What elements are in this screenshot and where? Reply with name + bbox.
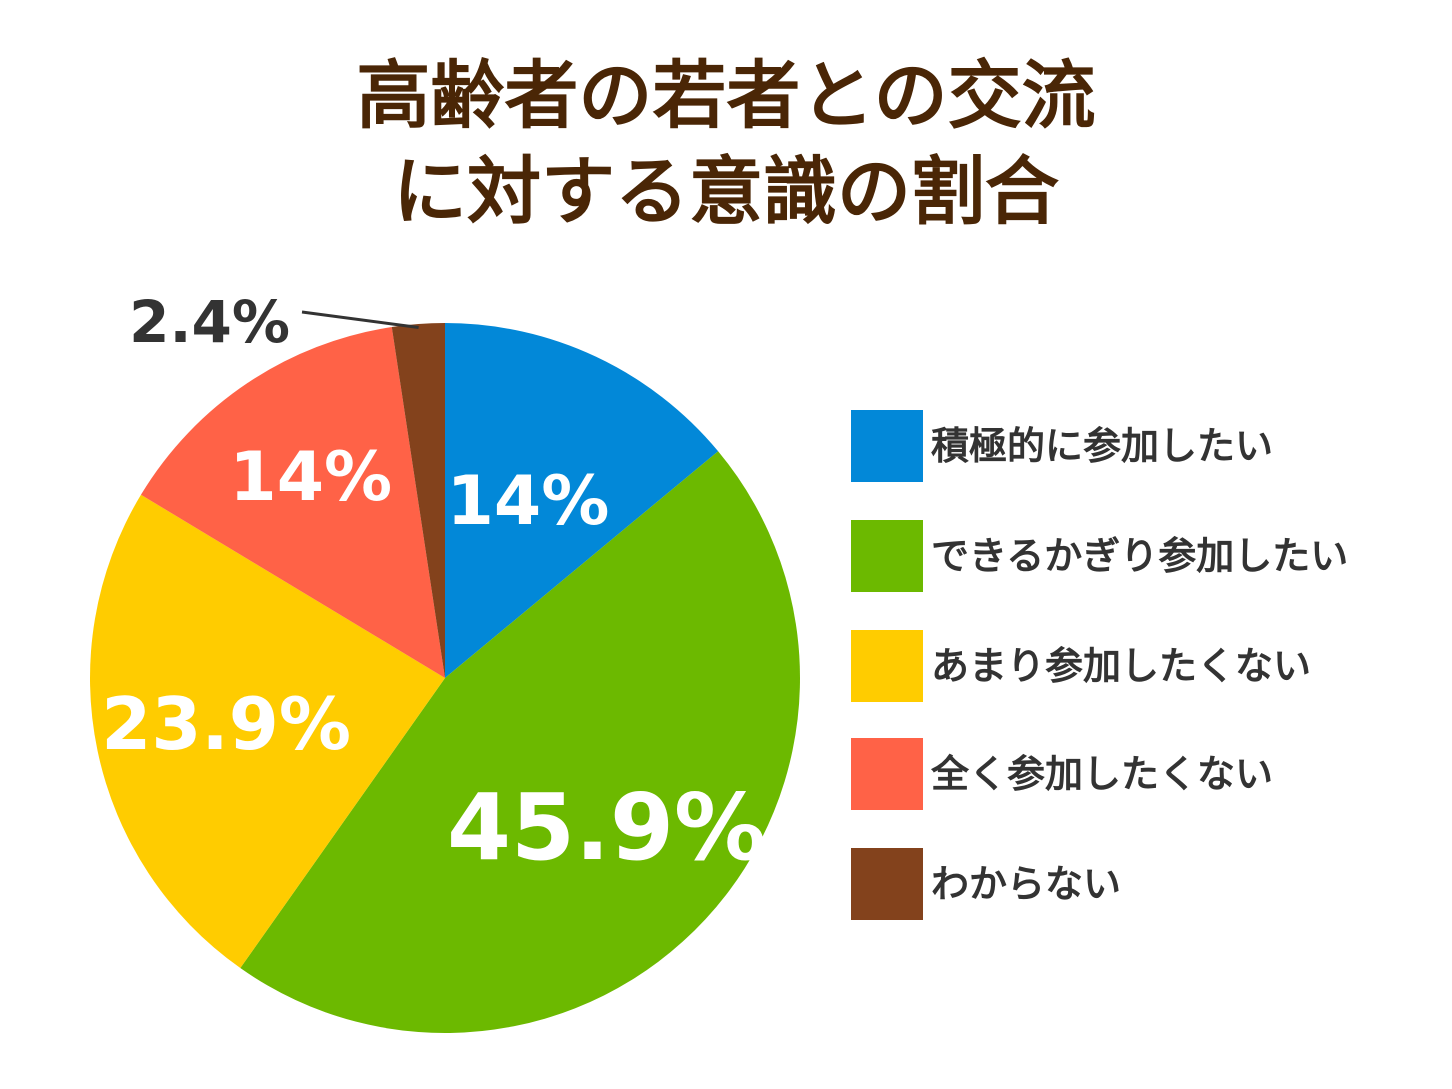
legend-swatch-not-much xyxy=(851,630,923,702)
chart-title-line-2: に対する意識の割合 xyxy=(393,149,1059,235)
legend-label-not-much: あまり参加したくない xyxy=(931,644,1312,688)
slice-label-not-much: 23.9% xyxy=(101,682,351,766)
legend-swatch-not-at-all xyxy=(851,738,923,810)
slice-label-as-possible: 45.9% xyxy=(447,774,766,881)
pie-slice-not-at-all xyxy=(140,327,446,678)
callout-line-unknown xyxy=(301,310,419,330)
legend-swatch-active xyxy=(851,410,923,482)
slice-label-not-at-all: 14% xyxy=(229,438,392,517)
legend-label-active: 積極的に参加したい xyxy=(931,424,1274,468)
pie-slice-as-possible xyxy=(240,451,801,1034)
pie-slice-active xyxy=(445,323,719,678)
slice-label-unknown: 2.4% xyxy=(129,288,290,356)
slice-label-active: 14% xyxy=(447,462,610,541)
pie-slice-unknown xyxy=(391,323,445,678)
legend-label-not-at-all: 全く参加したくない xyxy=(931,752,1274,796)
pie-slice-not-much xyxy=(89,494,445,969)
legend-swatch-unknown xyxy=(851,848,923,920)
chart-title: 高齢者の若者との交流 に対する意識の割合 xyxy=(0,48,1452,240)
legend-label-unknown: わからない xyxy=(931,862,1122,906)
legend-label-as-possible: できるかぎり参加したい xyxy=(931,534,1349,578)
chart-title-line-1: 高齢者の若者との交流 xyxy=(356,53,1096,139)
legend-swatch-as-possible xyxy=(851,520,923,592)
